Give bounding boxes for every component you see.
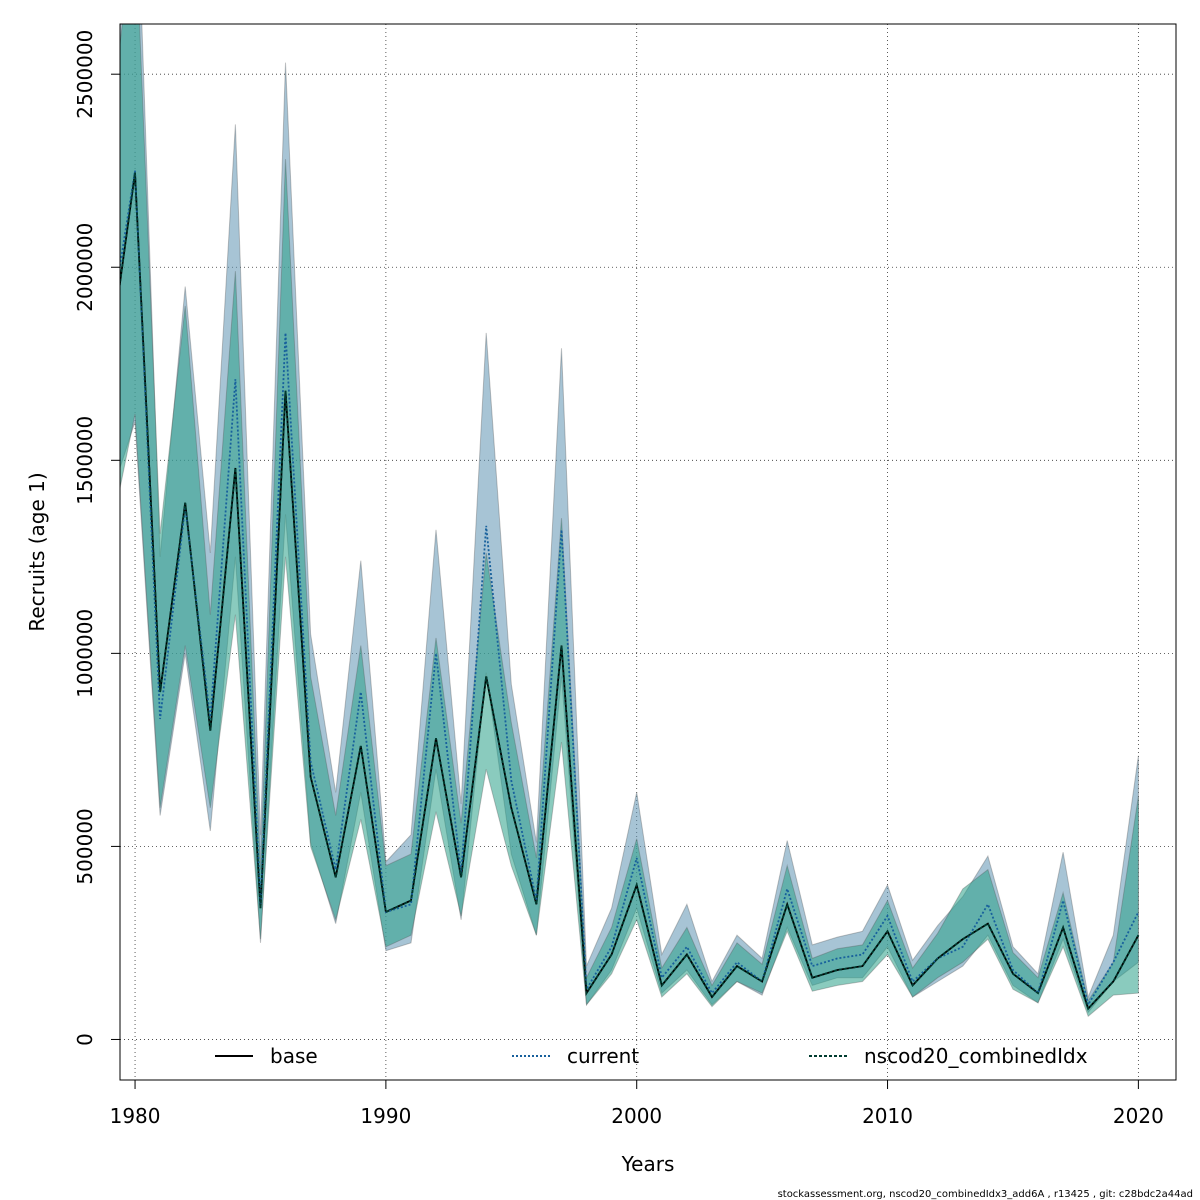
x-axis: 1980 1990 2000 2010 2020 <box>110 1080 1164 1128</box>
y-tick-label: 2500000 <box>73 30 97 119</box>
grid-lines <box>120 24 1176 1080</box>
y-tick-label: 1000000 <box>73 609 97 698</box>
x-axis-title: Years <box>621 1152 675 1176</box>
x-tick-label: 2020 <box>1113 1104 1164 1128</box>
series-line-nscod20_combinedIdx <box>120 172 1140 1011</box>
y-tick-label: 500000 <box>73 808 97 884</box>
x-tick-label: 2010 <box>862 1104 913 1128</box>
legend-label: base <box>270 1044 318 1068</box>
x-tick-label: 2000 <box>611 1104 662 1128</box>
legend: base current nscod20_combinedIdx <box>215 1044 1088 1068</box>
y-tick-label: 0 <box>73 1033 97 1046</box>
legend-label: current <box>567 1044 639 1068</box>
footer-caption: stockassessment.org, nscod20_combinedIdx… <box>778 1189 1193 1200</box>
y-tick-label: 2000000 <box>73 223 97 312</box>
confidence-bands <box>120 24 1139 1018</box>
legend-label: nscod20_combinedIdx <box>864 1044 1088 1068</box>
plot-frame <box>119 23 1177 1081</box>
y-axis-title: Recruits (age 1) <box>25 472 49 631</box>
y-tick-label: 1500000 <box>73 416 97 505</box>
x-tick-label: 1990 <box>360 1104 411 1128</box>
y-axis: 0 500000 1000000 1500000 2000000 2500000 <box>73 30 120 1046</box>
x-tick-label: 1980 <box>110 1104 161 1128</box>
confidence-band-base <box>120 24 1139 1018</box>
series-lines <box>120 170 1140 1011</box>
series-line-current <box>120 170 1140 1008</box>
